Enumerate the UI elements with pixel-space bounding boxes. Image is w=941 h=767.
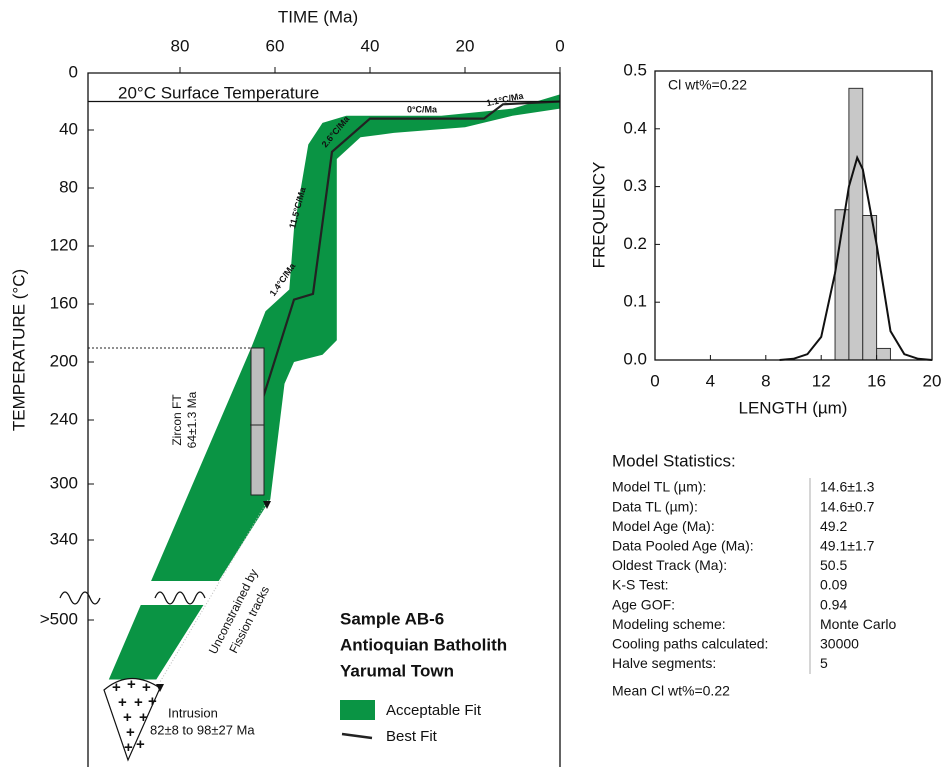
stat-label: Model TL (µm): (612, 479, 706, 495)
marker (156, 684, 164, 692)
svg-text:+: + (123, 709, 132, 726)
legend-swatch (340, 700, 375, 720)
y-tick-label: 0.5 (623, 60, 647, 79)
svg-text:+: + (124, 739, 133, 756)
svg-text:+: + (127, 676, 136, 693)
x-tick-label: 0 (650, 371, 659, 390)
stat-value: 30000 (820, 636, 859, 652)
marker (263, 501, 271, 509)
stat-value: 49.2 (820, 518, 847, 534)
y-tick-label: 0 (69, 62, 78, 81)
svg-text:+: + (134, 694, 143, 711)
svg-text:+: + (126, 724, 135, 741)
svg-text:+: + (112, 679, 121, 696)
x-axis-title: LENGTH (µm) (739, 398, 848, 417)
acceptable-fit-area (108, 94, 561, 680)
legend-swatch (341, 732, 373, 740)
y-tick-label: >500 (40, 609, 78, 628)
svg-text:+: + (148, 693, 157, 710)
legend-label: Acceptable Fit (386, 702, 482, 719)
stats-footer: Mean Cl wt%=0.22 (612, 683, 730, 699)
x-tick-label: 20 (456, 36, 475, 55)
stat-label: Cooling paths calculated: (612, 636, 768, 652)
x-tick-label: 80 (171, 36, 190, 55)
histogram-bar (848, 87, 864, 361)
y-tick-label: 200 (50, 351, 78, 370)
stat-value: 5 (820, 655, 828, 671)
y-axis-title: FREQUENCY (589, 162, 608, 269)
histogram-bar (876, 347, 891, 361)
legend-label: Best Fit (386, 728, 438, 745)
stat-value: Monte Carlo (820, 616, 896, 632)
x-tick-label: 40 (361, 36, 380, 55)
x-axis-title: TIME (Ma) (278, 7, 358, 26)
y-tick-label: 340 (50, 529, 78, 548)
y-tick-label: 80 (59, 177, 78, 196)
stat-label: Halve segments: (612, 655, 716, 671)
break-marks (59, 591, 206, 605)
y-tick-label: 0.1 (623, 292, 647, 311)
stats-title: Model Statistics: (612, 451, 736, 470)
stat-label: Data TL (µm): (612, 498, 698, 514)
rate-label: 0°C/Ma (407, 104, 438, 114)
x-tick-label: 60 (266, 36, 285, 55)
x-tick-label: 4 (706, 371, 715, 390)
svg-text:+: + (142, 679, 151, 696)
stat-value: 0.09 (820, 577, 847, 593)
svg-text:+: + (118, 694, 127, 711)
zircon-ft-box (250, 347, 265, 496)
rate-label: 1.1°C/Ma (485, 90, 525, 108)
y-tick-label: 0.4 (623, 118, 647, 137)
svg-text:+: + (139, 709, 148, 726)
zircon-label: Zircon FT (170, 394, 184, 446)
x-tick-label: 12 (812, 371, 831, 390)
fit-curve (779, 154, 933, 361)
stat-value: 0.94 (820, 596, 847, 612)
x-tick-label: 8 (761, 371, 770, 390)
best-fit-line (254, 100, 561, 421)
intrusion-age: 82±8 to 98±27 Ma (150, 722, 255, 737)
stat-label: Oldest Track (Ma): (612, 557, 727, 573)
stat-label: K-S Test: (612, 577, 669, 593)
stat-value: 14.6±1.3 (820, 479, 875, 495)
annotation: Cl wt%=0.22 (668, 77, 747, 93)
plot-frame (654, 70, 933, 361)
y-tick-label: 300 (50, 473, 78, 492)
sample-title: Antioquian Batholith (340, 635, 507, 654)
intrusion-label: Intrusion (168, 705, 218, 720)
svg-text:+: + (136, 736, 145, 753)
stat-value: 50.5 (820, 557, 847, 573)
sample-title: Sample AB-6 (340, 609, 444, 628)
y-tick-label: 0.3 (623, 176, 647, 195)
y-axis-title: TEMPERATURE (°C) (9, 269, 28, 431)
sample-title: Yarumal Town (340, 661, 454, 680)
y-tick-label: 160 (50, 293, 78, 312)
y-tick-label: 40 (59, 119, 78, 138)
axis-break (89, 581, 559, 605)
y-tick-label: 0.0 (623, 349, 647, 368)
y-tick-label: 240 (50, 409, 78, 428)
unconstrained-guide (159, 499, 269, 683)
stat-label: Age GOF: (612, 596, 675, 612)
stat-label: Model Age (Ma): (612, 518, 715, 534)
x-tick-label: 0 (555, 36, 564, 55)
y-tick-label: 0.2 (623, 234, 647, 253)
stat-label: Modeling scheme: (612, 616, 726, 632)
stat-value: 49.1±1.7 (820, 538, 875, 554)
zircon-age: 64±1.3 Ma (185, 391, 199, 448)
intrusion-symbol: + + + + + + + + +++ (103, 676, 161, 762)
x-tick-label: 16 (867, 371, 886, 390)
x-tick-label: 20 (923, 371, 941, 390)
stat-value: 14.6±0.7 (820, 498, 875, 514)
surface-label: 20°C Surface Temperature (118, 83, 319, 102)
stat-label: Data Pooled Age (Ma): (612, 538, 754, 554)
y-tick-label: 120 (50, 235, 78, 254)
